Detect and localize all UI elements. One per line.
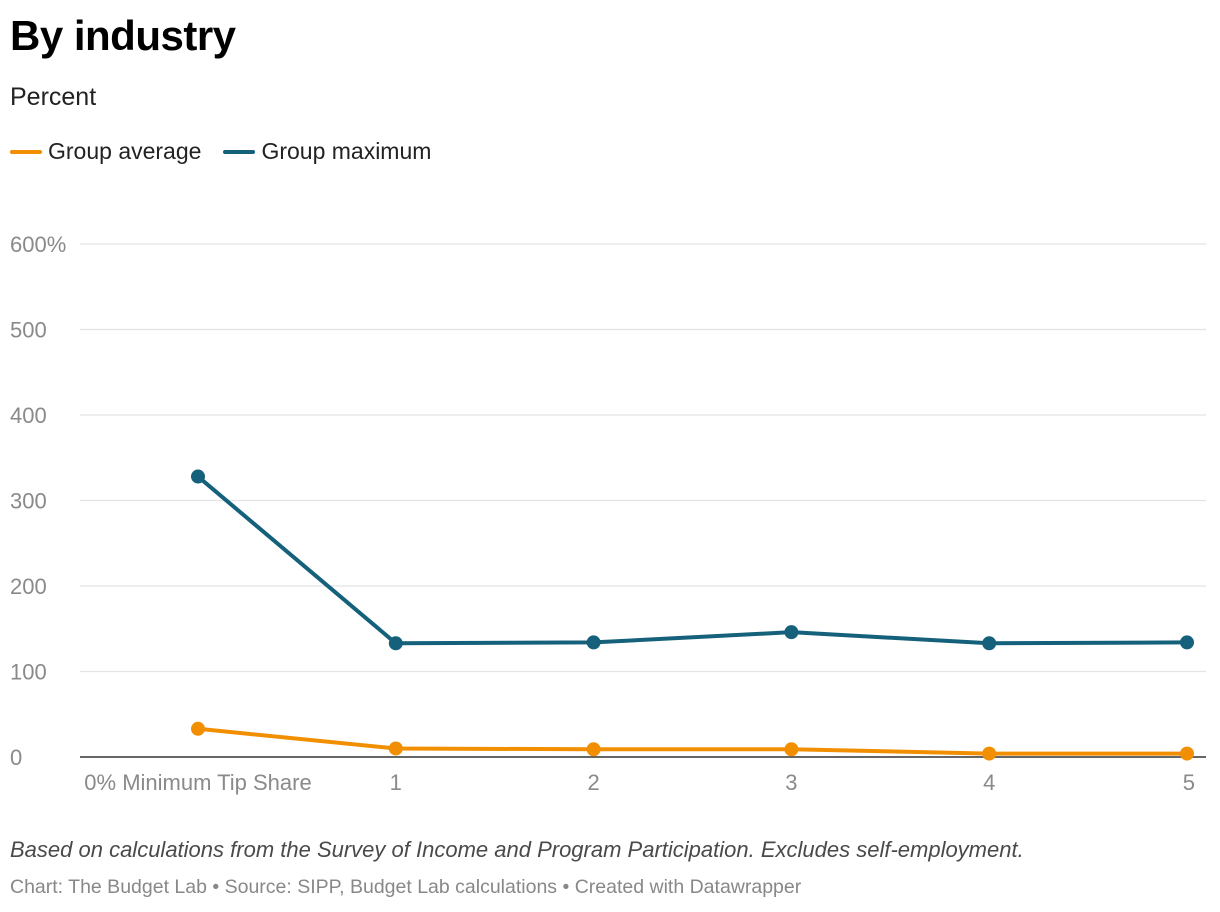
series-line-group-maximum xyxy=(196,474,1189,646)
data-point-group-maximum[interactable] xyxy=(1180,635,1194,650)
x-axis-ticks: 0% Minimum Tip Share 1 2 3 4 5 xyxy=(84,770,1195,795)
legend-label-group-maximum: Group maximum xyxy=(261,138,432,164)
gridlines xyxy=(80,243,1206,758)
legend-item-group-average: Group average xyxy=(10,138,201,165)
y-tick-label: 300 xyxy=(10,489,47,514)
data-point-group-average[interactable] xyxy=(191,721,205,736)
x-tick-label: 4 xyxy=(983,770,995,795)
series-lines xyxy=(191,469,1194,761)
legend-swatch-group-maximum xyxy=(223,149,256,154)
legend-label-group-average: Group average xyxy=(48,138,202,164)
y-tick-label: 0 xyxy=(10,745,22,770)
y-tick-label: 100 xyxy=(10,660,47,685)
chart-title: By industry xyxy=(10,12,236,59)
x-tick-label: 5 xyxy=(1183,770,1195,795)
data-point-group-average[interactable] xyxy=(1180,746,1194,761)
x-tick-label: 2 xyxy=(587,770,599,795)
data-point-group-average[interactable] xyxy=(784,742,799,757)
y-tick-label: 400 xyxy=(10,403,47,428)
data-point-group-maximum[interactable] xyxy=(388,636,403,651)
x-tick-label: 1 xyxy=(390,770,402,795)
y-tick-label: 600% xyxy=(10,232,66,257)
legend-swatch-group-average xyxy=(10,149,42,154)
series-line-group-average xyxy=(196,726,1189,756)
y-tick-label: 200 xyxy=(10,574,47,599)
chart-subtitle: Percent xyxy=(10,83,97,111)
data-point-group-maximum[interactable] xyxy=(586,635,601,650)
data-point-group-average[interactable] xyxy=(982,746,997,761)
data-point-group-maximum[interactable] xyxy=(191,469,205,484)
x-tick-label: 0% Minimum Tip Share xyxy=(84,770,311,795)
chart-credit: Chart: The Budget Lab • Source: SIPP, Bu… xyxy=(10,876,802,898)
data-point-group-maximum[interactable] xyxy=(784,625,799,640)
chart-notes: Based on calculations from the Survey of… xyxy=(10,837,1024,862)
data-point-group-average[interactable] xyxy=(388,741,403,756)
y-tick-label: 500 xyxy=(10,318,47,343)
legend-item-group-maximum: Group maximum xyxy=(223,138,431,165)
x-tick-label: 3 xyxy=(785,770,797,795)
data-point-group-average[interactable] xyxy=(586,742,601,757)
y-axis-ticks: 0 100 200 300 400 500 600% xyxy=(10,232,66,770)
data-point-group-maximum[interactable] xyxy=(982,636,997,651)
legend: Group average Group maximum xyxy=(10,138,453,165)
